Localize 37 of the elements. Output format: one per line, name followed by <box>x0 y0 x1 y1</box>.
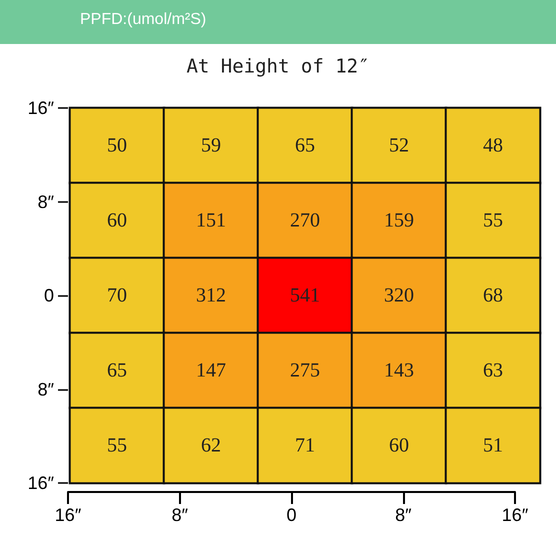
data-label: 62 <box>201 434 221 456</box>
data-label: 55 <box>483 210 503 232</box>
y-tick-label: 8″ <box>38 192 55 212</box>
data-label: 50 <box>107 134 127 156</box>
y-tick-label: 0 <box>44 286 54 306</box>
data-label: 65 <box>107 360 127 382</box>
chart-title: At Height of 12″ <box>186 56 370 78</box>
data-label: 52 <box>389 134 409 156</box>
data-label: 275 <box>290 360 320 382</box>
data-label: 70 <box>107 284 127 306</box>
data-label: 151 <box>196 210 226 232</box>
data-label: 48 <box>483 134 503 156</box>
data-label: 159 <box>384 210 414 232</box>
x-tick-label: 0 <box>286 505 297 525</box>
y-tick-label: 16″ <box>28 473 55 493</box>
data-label: 270 <box>290 210 320 232</box>
data-label: 68 <box>483 284 503 306</box>
text: PPFD:(umol/m²S) <box>80 11 206 28</box>
data-label: 60 <box>107 210 127 232</box>
y-tick-label: 8″ <box>38 379 55 400</box>
x-tick-label: 8″ <box>395 505 412 525</box>
data-label: 51 <box>483 434 503 456</box>
data-label: 71 <box>295 434 315 456</box>
data-label: 312 <box>196 284 226 306</box>
x-tick-label: 16″ <box>54 505 82 525</box>
y-tick-label: 16″ <box>28 98 55 118</box>
data-label: 63 <box>483 360 503 382</box>
data-label: 59 <box>201 134 221 156</box>
data-label: 320 <box>384 284 414 306</box>
data-label: 55 <box>107 434 127 456</box>
data-label: 541 <box>290 284 320 306</box>
data-label: 147 <box>196 360 226 382</box>
data-label: 60 <box>389 434 409 456</box>
x-tick-label: 8″ <box>172 505 189 525</box>
x-tick-label: 16″ <box>502 505 529 525</box>
data-label: 65 <box>295 134 315 156</box>
data-label: 143 <box>384 360 414 382</box>
